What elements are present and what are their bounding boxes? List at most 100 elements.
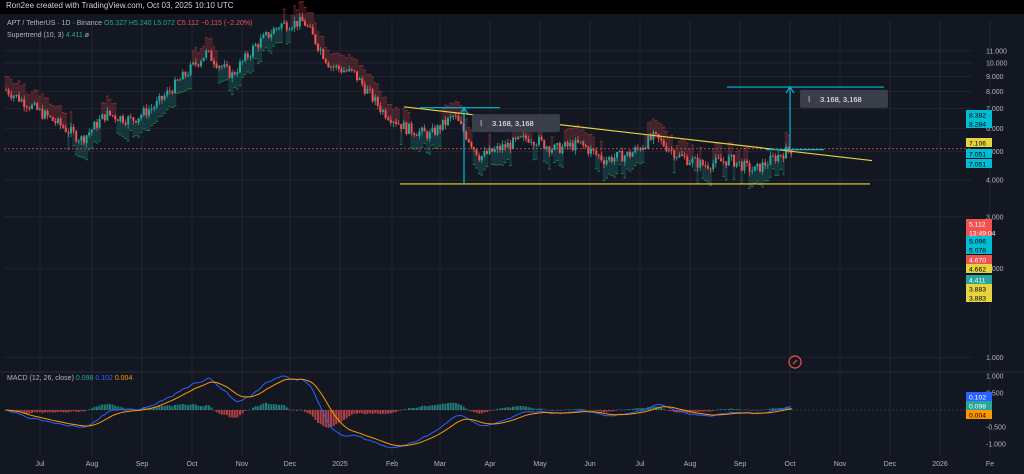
macd-bar <box>665 410 668 411</box>
supertrend-band <box>80 136 83 158</box>
macd-bar <box>184 404 187 410</box>
event-circle <box>788 355 802 369</box>
macd-bar <box>621 409 624 411</box>
supertrend-band <box>735 151 738 163</box>
candle-body <box>41 108 44 119</box>
candle-body <box>119 116 122 122</box>
supertrend-band <box>113 103 117 120</box>
ohlc-item: L5.072 <box>151 20 175 27</box>
price-label-bg <box>966 149 992 158</box>
supertrend-band <box>584 132 588 148</box>
supertrend-band <box>631 152 634 169</box>
supertrend-band <box>35 90 39 110</box>
candle-body <box>51 116 54 121</box>
macd-bar <box>730 408 733 410</box>
supertrend-band <box>399 129 403 145</box>
candle-body <box>660 138 663 141</box>
candle-body <box>83 136 85 144</box>
supertrend-band <box>108 99 112 116</box>
macd-bar <box>257 406 260 410</box>
supertrend-band <box>353 59 356 72</box>
macd-bar <box>215 410 218 413</box>
candle-body <box>111 115 114 116</box>
macd-bar <box>142 407 145 410</box>
supertrend-band <box>701 165 705 179</box>
supertrend-band <box>431 127 434 145</box>
macd-bar <box>252 407 254 410</box>
macd-bar <box>36 410 39 413</box>
macd-bar <box>189 404 192 410</box>
macd-bar <box>77 410 80 412</box>
supertrend-band <box>704 165 707 181</box>
candle-body <box>5 89 7 91</box>
supertrend-band <box>748 171 751 189</box>
supertrend-band <box>561 146 564 168</box>
macd-bar <box>62 410 65 413</box>
macd-bar <box>218 410 221 414</box>
supertrend-band <box>246 57 250 72</box>
candle-body <box>449 116 452 118</box>
candle-body <box>577 140 579 143</box>
macd-bar <box>548 410 551 411</box>
candle-body <box>725 161 728 166</box>
macd-bar <box>85 410 88 411</box>
candle-body <box>54 120 57 124</box>
macd-bar <box>111 404 114 410</box>
macd-bar <box>213 409 215 411</box>
macd-bar <box>259 404 262 410</box>
candle-body <box>621 150 624 162</box>
macd-bar <box>473 410 475 413</box>
candle-body <box>782 155 785 159</box>
macd-bar <box>439 404 442 410</box>
candle-body <box>36 103 39 110</box>
supertrend-band <box>457 102 460 121</box>
price-label-text: 7.051 <box>969 152 986 159</box>
macd-bar <box>514 406 517 410</box>
supertrend-band <box>488 134 491 149</box>
macd-bar <box>296 410 299 411</box>
candle-body <box>655 132 657 134</box>
candle-body <box>348 68 351 72</box>
candle-body <box>467 139 470 143</box>
macd-bar <box>395 410 397 412</box>
supertrend-band <box>714 142 718 158</box>
candle-body <box>636 147 639 149</box>
macd-bar <box>532 408 535 410</box>
y-tick-label: 5.000 <box>986 149 1004 156</box>
supertrend-band <box>93 121 96 142</box>
candle-body <box>137 118 140 123</box>
candle-body <box>72 126 75 132</box>
supertrend-band <box>168 91 172 107</box>
price-label-bg <box>966 159 992 168</box>
macd-bar <box>231 410 234 418</box>
macd-bar <box>512 406 514 410</box>
candle-body <box>753 166 756 171</box>
candle-body <box>324 58 327 63</box>
supertrend-band <box>509 149 512 166</box>
macd-bar <box>226 410 228 416</box>
macd-bar <box>738 409 741 410</box>
y-tick-label: 9.000 <box>986 74 1004 81</box>
supertrend-band <box>327 50 330 68</box>
macd-value: 0.004 <box>112 375 133 382</box>
x-tick-label: Nov <box>834 461 847 468</box>
supertrend-band <box>4 76 8 91</box>
candle-body <box>57 118 59 124</box>
supertrend-band <box>220 66 224 82</box>
candle-body <box>322 49 325 59</box>
price-label-text: 3.883 <box>969 296 986 303</box>
candle-body <box>103 114 106 121</box>
macd-bar <box>530 407 533 410</box>
supertrend-band <box>207 39 211 52</box>
y-tick-label: 6.000 <box>986 126 1004 133</box>
candle-body <box>356 71 358 81</box>
macd-bar <box>200 406 202 410</box>
supertrend-band <box>301 1 304 22</box>
candle-body <box>161 95 163 100</box>
supertrend-band <box>605 160 608 179</box>
candle-body <box>129 116 132 118</box>
macd-bar <box>54 410 57 413</box>
supertrend-band <box>132 120 135 137</box>
candle-body <box>254 44 257 47</box>
